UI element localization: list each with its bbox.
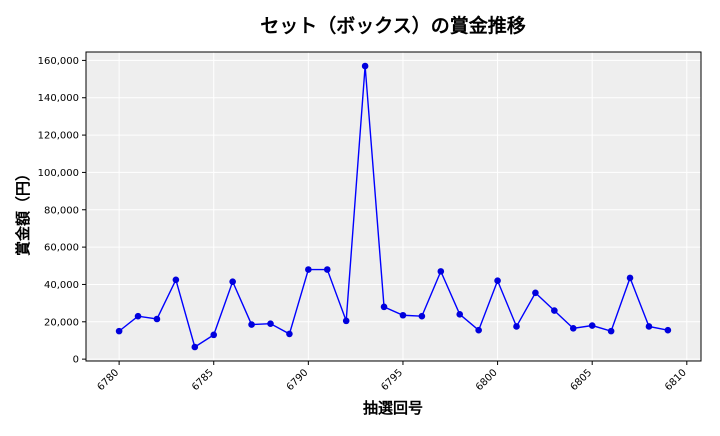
data-point (626, 274, 634, 282)
data-point (399, 311, 407, 319)
data-point (210, 331, 218, 339)
data-point (153, 315, 161, 323)
data-point (361, 62, 369, 70)
x-tick-label: 6805 (569, 367, 595, 393)
y-tick-label: 0 (73, 355, 79, 366)
data-point (475, 326, 482, 334)
data-point (494, 277, 501, 285)
data-point (286, 330, 293, 338)
data-point (569, 325, 577, 332)
y-tick-label: 80,000 (44, 205, 79, 216)
data-point (456, 311, 464, 318)
x-tick-label: 6780 (95, 367, 121, 393)
x-tick-label: 6800 (474, 367, 500, 393)
y-axis-label: 賞金額（円） (14, 166, 32, 256)
x-tick-label: 6785 (190, 367, 216, 393)
data-point (342, 317, 350, 325)
y-tick-label: 60,000 (44, 243, 79, 254)
data-point (172, 276, 180, 284)
grid-lines (86, 52, 701, 361)
data-series (115, 62, 672, 351)
y-tick-label: 140,000 (38, 93, 79, 104)
y-tick-label: 40,000 (44, 280, 79, 291)
data-point (267, 320, 274, 327)
y-tick-label: 100,000 (38, 168, 79, 179)
data-point (305, 266, 312, 273)
x-tick-label: 6790 (285, 367, 311, 393)
data-point (551, 307, 558, 314)
x-tick-label: 6795 (379, 367, 405, 393)
y-tick-label: 20,000 (44, 317, 79, 328)
data-point (513, 323, 520, 330)
data-point (607, 327, 615, 335)
x-axis-label: 抽選回号 (363, 399, 423, 417)
chart-title: セット（ボックス）の賞金推移 (260, 14, 525, 37)
data-point (664, 326, 672, 334)
y-tick-label: 160,000 (38, 56, 79, 67)
data-point (115, 327, 123, 335)
data-point (418, 312, 426, 320)
data-point (191, 343, 199, 351)
plot-frame (85, 51, 702, 362)
data-point (323, 266, 331, 273)
data-point (229, 278, 236, 285)
data-point (380, 303, 388, 311)
data-point (645, 323, 653, 330)
plot-area (86, 52, 701, 361)
data-point (532, 289, 539, 297)
data-point (588, 322, 596, 329)
data-point (134, 312, 142, 320)
data-point (248, 321, 255, 328)
x-tick-label: 6810 (663, 367, 689, 393)
y-tick-label: 120,000 (38, 131, 79, 142)
data-point (437, 268, 445, 275)
